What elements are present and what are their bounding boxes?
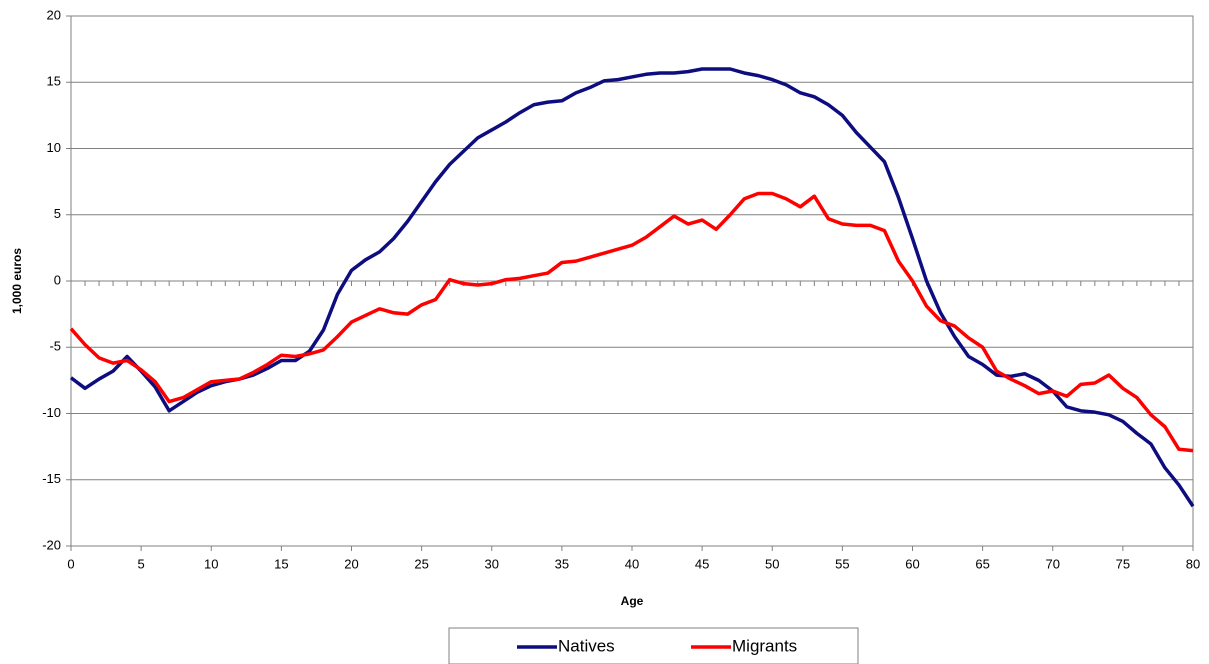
y-tick-label: -10 <box>42 405 61 420</box>
x-tick-label: 20 <box>344 556 358 571</box>
x-tick-label: 60 <box>905 556 919 571</box>
y-tick-label: 0 <box>54 272 61 287</box>
legend-label: Natives <box>558 636 615 655</box>
x-tick-label: 0 <box>67 556 74 571</box>
y-tick-label: -15 <box>42 471 61 486</box>
x-tick-label: 30 <box>485 556 499 571</box>
y-tick-label: -5 <box>49 339 61 354</box>
x-tick-label: 40 <box>625 556 639 571</box>
x-tick-label: 55 <box>835 556 849 571</box>
x-tick-label: 25 <box>414 556 428 571</box>
y-tick-label: 20 <box>47 7 61 22</box>
y-tick-label: -20 <box>42 537 61 552</box>
x-tick-label: 75 <box>1116 556 1130 571</box>
series-line <box>69 67 1195 508</box>
x-tick-label: 50 <box>765 556 779 571</box>
x-tick-label: 10 <box>204 556 218 571</box>
series-line <box>69 191 1194 453</box>
x-tick-label: 15 <box>274 556 288 571</box>
y-axis-label: 1,000 euros <box>10 248 24 314</box>
x-tick-label: 70 <box>1046 556 1060 571</box>
x-tick-label: 45 <box>695 556 709 571</box>
x-tick-label: 35 <box>555 556 569 571</box>
y-tick-label: 15 <box>47 74 61 89</box>
x-tick-label: 65 <box>975 556 989 571</box>
y-tick-label: 5 <box>54 206 61 221</box>
x-axis-label: Age <box>621 594 644 608</box>
legend-label: Migrants <box>732 636 797 655</box>
y-tick-label: 10 <box>47 140 61 155</box>
x-tick-label: 80 <box>1186 556 1200 571</box>
x-tick-label: 5 <box>138 556 145 571</box>
